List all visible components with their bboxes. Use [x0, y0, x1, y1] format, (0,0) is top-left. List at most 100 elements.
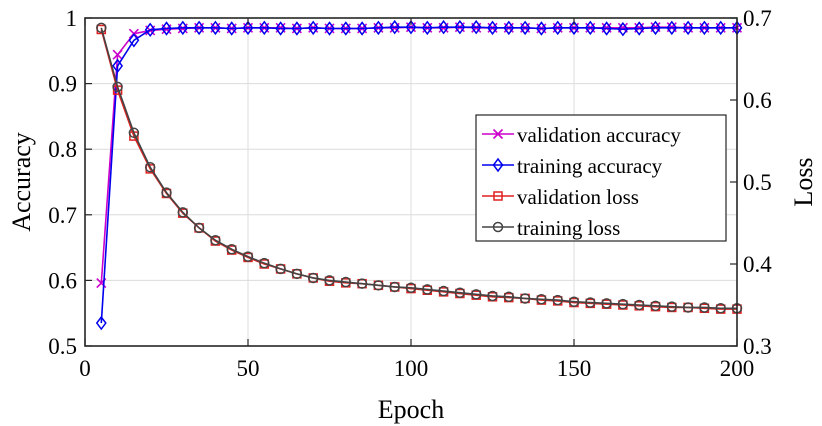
right-y-tick-label: 0.4: [743, 252, 772, 277]
data-point-training-accuracy: [487, 20, 498, 36]
data-point-training-accuracy: [356, 21, 368, 36]
data-point-training-loss: [633, 299, 645, 311]
x-tick-label: 200: [720, 356, 755, 381]
tick-layer: [84, 17, 738, 347]
data-point-training-accuracy: [209, 20, 221, 36]
data-point-training-loss: [552, 294, 563, 306]
data-point-training-accuracy: [666, 20, 678, 36]
data-point-training-accuracy: [275, 21, 287, 36]
label-layer: 0 50 100 150 200 0.5 0.6 0.7 0.8 0.9 1 0.3 0.4 0.5 0.6…: [48, 6, 772, 381]
legend: validation accuracy training accuracy va…: [475, 114, 727, 242]
data-point-training-accuracy: [258, 20, 270, 36]
data-point-training-loss: [666, 301, 678, 312]
data-point-training-accuracy: [226, 21, 238, 36]
data-point-training-loss: [210, 234, 221, 246]
left-y-axis-title: Accuracy: [7, 132, 36, 232]
data-point-training-loss: [617, 298, 629, 310]
data-point-training-accuracy: [372, 20, 384, 36]
legend-label-training-accuracy: training accuracy: [517, 154, 663, 178]
data-point-training-loss: [144, 161, 156, 173]
data-point-training-accuracy: [519, 20, 531, 36]
x-tick-label: 0: [79, 356, 91, 381]
data-point-training-loss: [503, 291, 515, 303]
data-point-training-loss: [536, 294, 547, 305]
data-point-training-loss: [422, 284, 433, 295]
data-point-training-accuracy: [568, 20, 580, 36]
data-point-training-accuracy: [438, 19, 450, 35]
data-point-training-loss: [242, 251, 254, 262]
data-point-training-accuracy: [128, 33, 140, 48]
series-line-training-loss: [100, 27, 737, 310]
right-y-tick-label: 0.6: [743, 88, 772, 113]
data-point-training-loss: [291, 268, 303, 280]
data-point-training-accuracy: [715, 20, 727, 36]
data-point-training-loss: [438, 285, 449, 297]
left-y-tick-label: 1: [66, 6, 78, 31]
legend-label-validation-accuracy: validation accuracy: [517, 123, 681, 147]
data-point-training-accuracy: [161, 21, 172, 36]
data-point-training-accuracy: [242, 20, 254, 36]
right-y-axis-title: Loss: [789, 157, 818, 206]
data-point-training-loss: [487, 290, 498, 302]
x-axis-title: Epoch: [378, 395, 444, 424]
data-point-training-loss: [356, 278, 368, 289]
series-line-training-accuracy: [100, 26, 737, 324]
data-point-training-accuracy: [405, 19, 417, 35]
data-point-training-loss: [470, 289, 482, 300]
data-point-training-accuracy: [601, 21, 613, 36]
x-tick-label: 100: [394, 356, 429, 381]
data-point-training-accuracy: [682, 20, 694, 36]
data-point-training-loss: [389, 281, 400, 293]
data-point-training-loss: [96, 22, 107, 34]
data-point-training-loss: [373, 280, 384, 291]
data-point-training-accuracy: [552, 20, 564, 36]
data-point-validation-accuracy: [112, 49, 123, 60]
data-point-training-accuracy: [112, 58, 124, 74]
data-point-training-accuracy: [291, 21, 303, 36]
data-point-training-accuracy: [584, 20, 596, 36]
legend-marker-training-loss: [492, 221, 504, 233]
data-point-training-accuracy: [389, 19, 401, 35]
left-y-tick-label: 0.8: [48, 137, 77, 162]
right-y-tick-label: 0.7: [743, 6, 772, 31]
data-point-training-accuracy: [698, 20, 710, 36]
data-point-training-accuracy: [503, 20, 515, 36]
data-point-training-loss: [601, 298, 612, 309]
data-point-training-accuracy: [535, 21, 547, 36]
legend-markers: [482, 128, 514, 233]
legend-box: [475, 114, 727, 242]
series-training-loss: [96, 22, 743, 314]
legend-marker-validation-loss: [493, 191, 503, 201]
legend-marker-validation-accuracy: [492, 128, 504, 140]
data-point-training-loss: [715, 303, 726, 314]
data-point-training-loss: [340, 276, 352, 288]
data-point-training-loss: [226, 243, 237, 255]
data-point-training-loss: [259, 257, 270, 269]
data-point-training-loss: [307, 272, 319, 284]
left-y-tick-label: 0.6: [48, 268, 77, 293]
data-point-training-loss: [193, 222, 205, 234]
data-point-training-loss: [650, 300, 661, 312]
data-point-training-accuracy: [633, 21, 645, 36]
data-point-training-loss: [568, 296, 580, 307]
data-point-training-accuracy: [617, 21, 629, 37]
legend-marker-training-accuracy: [492, 157, 504, 173]
left-y-tick-label: 0.7: [48, 203, 77, 228]
data-point-training-accuracy: [454, 19, 466, 35]
x-tick-label: 50: [237, 356, 260, 381]
left-y-tick-label: 0.9: [48, 72, 77, 97]
right-y-tick-label: 0.5: [743, 170, 772, 195]
data-point-training-accuracy: [340, 21, 352, 36]
data-point-training-loss: [405, 282, 417, 294]
data-point-training-loss: [112, 81, 123, 93]
data-point-training-loss: [585, 297, 596, 308]
data-point-training-accuracy: [324, 21, 335, 36]
data-point-training-loss: [324, 275, 335, 286]
data-point-training-accuracy: [307, 20, 319, 36]
data-point-training-accuracy: [177, 20, 189, 36]
legend-label-validation-loss: validation loss: [517, 185, 639, 209]
data-point-training-loss: [682, 302, 694, 313]
left-y-tick-label: 0.5: [48, 334, 77, 359]
right-y-tick-label: 0.3: [743, 334, 772, 359]
